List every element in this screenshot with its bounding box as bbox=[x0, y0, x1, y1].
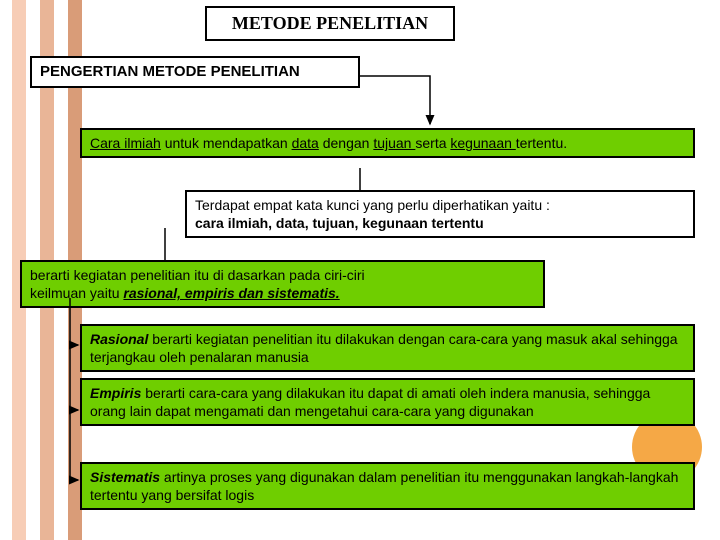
keywords-box: Terdapat empat kata kunci yang perlu dip… bbox=[185, 190, 695, 238]
rasional-lead: Rasional bbox=[90, 331, 148, 347]
def-part-2: data bbox=[292, 135, 319, 151]
def-part-1: untuk mendapatkan bbox=[161, 135, 292, 151]
def-part-0: Cara ilmiah bbox=[90, 135, 161, 151]
subtitle-text: PENGERTIAN METODE PENELITIAN bbox=[40, 63, 300, 80]
char-line1: berarti kegiatan penelitian itu di dasar… bbox=[30, 267, 365, 283]
rasional-rest: berarti kegiatan penelitian itu dilakuka… bbox=[90, 331, 678, 365]
title-box: METODE PENELITIAN bbox=[205, 6, 455, 41]
keywords-line1: Terdapat empat kata kunci yang perlu dip… bbox=[195, 197, 550, 213]
definition-box: Cara ilmiah untuk mendapatkan data denga… bbox=[80, 128, 695, 158]
def-part-5: serta bbox=[415, 135, 450, 151]
sistematis-lead: Sistematis bbox=[90, 469, 160, 485]
characteristics-box: berarti kegiatan penelitian itu di dasar… bbox=[20, 260, 545, 308]
keywords-line2: cara ilmiah, data, tujuan, kegunaan tert… bbox=[195, 215, 484, 231]
title-text: METODE PENELITIAN bbox=[232, 13, 428, 33]
def-part-3: dengan bbox=[319, 135, 374, 151]
char-line2a: keilmuan yaitu bbox=[30, 285, 123, 301]
char-line2b: rasional, empiris dan sistematis. bbox=[123, 285, 339, 301]
empiris-rest: berarti cara-cara yang dilakukan itu dap… bbox=[90, 385, 650, 419]
sistematis-box: Sistematis artinya proses yang digunakan… bbox=[80, 462, 695, 510]
empiris-lead: Empiris bbox=[90, 385, 141, 401]
def-part-7: tertentu. bbox=[516, 135, 567, 151]
empiris-box: Empiris berarti cara-cara yang dilakukan… bbox=[80, 378, 695, 426]
sistematis-rest: artinya proses yang digunakan dalam pene… bbox=[90, 469, 678, 503]
rasional-box: Rasional berarti kegiatan penelitian itu… bbox=[80, 324, 695, 372]
subtitle-box: PENGERTIAN METODE PENELITIAN bbox=[30, 56, 360, 88]
def-part-6: kegunaan bbox=[450, 135, 515, 151]
def-part-4: tujuan bbox=[373, 135, 415, 151]
slide-content: METODE PENELITIAN PENGERTIAN METODE PENE… bbox=[0, 0, 720, 540]
